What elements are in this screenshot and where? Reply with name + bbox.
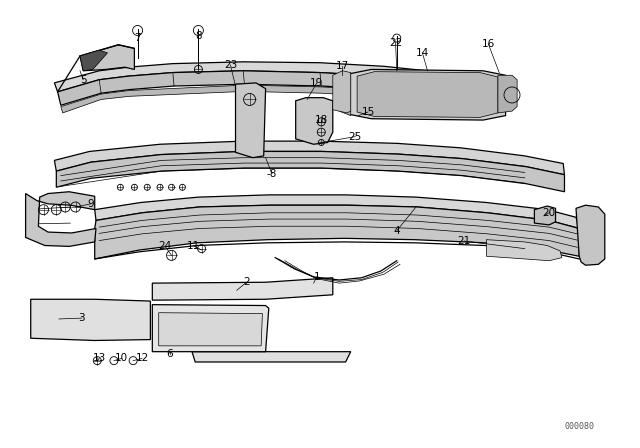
Text: 13: 13 [93, 353, 106, 363]
Text: -8: -8 [267, 169, 277, 179]
Text: 12: 12 [136, 353, 148, 363]
Polygon shape [54, 62, 464, 92]
Text: 24: 24 [159, 241, 172, 251]
Text: 11: 11 [187, 241, 200, 250]
Text: 21: 21 [458, 236, 470, 246]
Text: 8: 8 [195, 31, 202, 41]
Text: 17: 17 [336, 61, 349, 71]
Text: 9: 9 [88, 199, 94, 209]
Text: 000080: 000080 [564, 422, 594, 431]
Text: 16: 16 [482, 39, 495, 49]
Polygon shape [296, 98, 333, 144]
Polygon shape [95, 205, 579, 259]
Polygon shape [54, 141, 564, 175]
Polygon shape [236, 83, 266, 158]
Polygon shape [80, 45, 134, 71]
Text: 4: 4 [394, 226, 400, 236]
Text: 1: 1 [314, 272, 320, 282]
Polygon shape [534, 206, 556, 225]
Polygon shape [349, 69, 506, 120]
Text: 20: 20 [543, 208, 556, 218]
Polygon shape [576, 205, 605, 265]
Text: 10: 10 [115, 353, 128, 363]
Text: 14: 14 [416, 48, 429, 58]
Polygon shape [26, 192, 96, 246]
Text: 6: 6 [166, 349, 173, 359]
Polygon shape [31, 299, 150, 340]
Polygon shape [152, 278, 333, 300]
Polygon shape [333, 71, 351, 113]
Polygon shape [152, 305, 269, 352]
Polygon shape [95, 195, 579, 228]
Text: 15: 15 [362, 107, 374, 117]
Text: 2: 2 [243, 277, 250, 287]
Polygon shape [58, 71, 466, 105]
Polygon shape [339, 74, 351, 116]
Polygon shape [357, 72, 498, 117]
Text: 5: 5 [80, 75, 86, 85]
Polygon shape [80, 50, 108, 71]
Text: 25: 25 [349, 132, 362, 142]
Text: 22: 22 [389, 38, 402, 47]
Text: 3: 3 [79, 313, 85, 323]
Polygon shape [61, 85, 467, 113]
Text: 7: 7 [134, 33, 141, 43]
Text: 23: 23 [224, 60, 237, 70]
Text: 19: 19 [310, 78, 323, 88]
Polygon shape [498, 75, 517, 113]
Text: 18: 18 [315, 115, 328, 125]
Polygon shape [486, 240, 562, 261]
Polygon shape [192, 352, 351, 362]
Polygon shape [56, 151, 564, 192]
Polygon shape [159, 313, 262, 346]
